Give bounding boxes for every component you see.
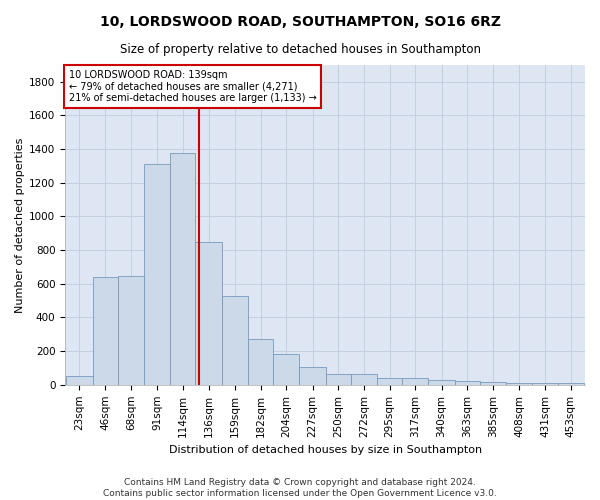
- Bar: [480, 382, 506, 385]
- Bar: [66, 376, 92, 385]
- Text: Contains HM Land Registry data © Crown copyright and database right 2024.
Contai: Contains HM Land Registry data © Crown c…: [103, 478, 497, 498]
- Text: 10, LORDSWOOD ROAD, SOUTHAMPTON, SO16 6RZ: 10, LORDSWOOD ROAD, SOUTHAMPTON, SO16 6R…: [100, 15, 500, 29]
- Bar: [532, 383, 557, 385]
- Bar: [196, 242, 221, 385]
- Bar: [221, 296, 248, 385]
- Bar: [402, 378, 428, 385]
- Bar: [248, 338, 273, 385]
- X-axis label: Distribution of detached houses by size in Southampton: Distribution of detached houses by size …: [169, 445, 482, 455]
- Bar: [326, 374, 351, 385]
- Bar: [273, 354, 299, 385]
- Bar: [170, 152, 196, 385]
- Bar: [299, 367, 326, 385]
- Bar: [455, 382, 480, 385]
- Bar: [351, 374, 377, 385]
- Bar: [144, 164, 170, 385]
- Y-axis label: Number of detached properties: Number of detached properties: [15, 137, 25, 312]
- Bar: [428, 380, 455, 385]
- Text: 10 LORDSWOOD ROAD: 139sqm
← 79% of detached houses are smaller (4,271)
21% of se: 10 LORDSWOOD ROAD: 139sqm ← 79% of detac…: [68, 70, 316, 103]
- Text: Size of property relative to detached houses in Southampton: Size of property relative to detached ho…: [119, 42, 481, 56]
- Bar: [557, 383, 584, 385]
- Bar: [118, 276, 144, 385]
- Bar: [506, 383, 532, 385]
- Bar: [377, 378, 402, 385]
- Bar: [92, 277, 118, 385]
